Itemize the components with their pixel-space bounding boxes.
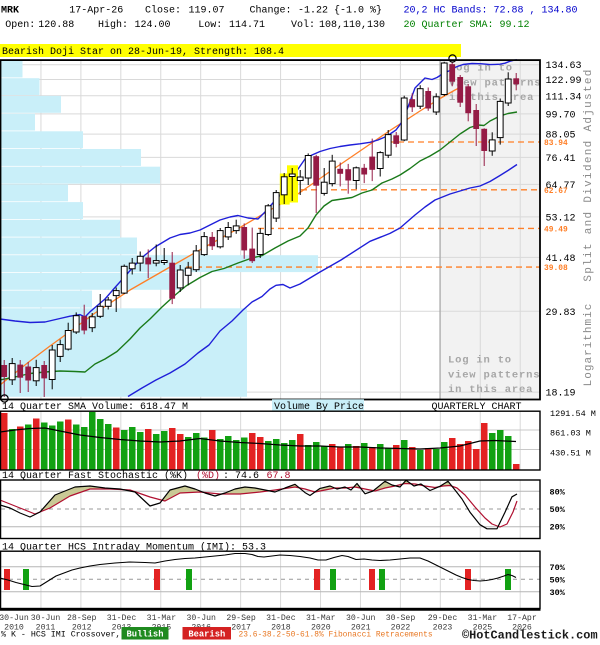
svg-text:Change:: Change:: [250, 5, 292, 17]
svg-text:31-Mar: 31-Mar: [147, 614, 177, 623]
svg-text:: 74.6: : 74.6: [223, 471, 259, 482]
svg-text:High:: High:: [98, 19, 128, 31]
svg-text:111.34: 111.34: [546, 92, 582, 103]
svg-text:Bearish Doji Star on 28-Jun-19: Bearish Doji Star on 28-Jun-19, Strength…: [2, 46, 284, 58]
svg-text:14 Quarter Fast Stochastic (%K: 14 Quarter Fast Stochastic (%K): [2, 470, 188, 482]
svg-text:Logarithmic: Logarithmic: [583, 303, 595, 387]
svg-text:29.83: 29.83: [546, 308, 576, 319]
svg-text:MRK: MRK: [1, 6, 19, 17]
svg-text:120.88: 120.88: [38, 20, 74, 31]
svg-text:2021: 2021: [351, 623, 371, 632]
svg-text:23.6-38.2-50-61.8% Fibonacci R: 23.6-38.2-50-61.8% Fibonacci Retracement…: [239, 631, 433, 640]
svg-text:31-Mar: 31-Mar: [306, 614, 336, 623]
svg-text:88.05: 88.05: [546, 131, 576, 142]
svg-text:2025: 2025: [473, 623, 493, 632]
svg-text:Low:: Low:: [198, 20, 222, 31]
svg-text:view patterns: view patterns: [448, 369, 540, 381]
svg-text:Vol:: Vol:: [291, 19, 315, 31]
svg-text:62.67: 62.67: [544, 187, 568, 196]
svg-text:QUARTERLY CHART: QUARTERLY CHART: [432, 402, 522, 413]
svg-text:50%: 50%: [550, 576, 566, 586]
svg-text:30-Jun: 30-Jun: [186, 614, 216, 623]
svg-text:-1.22: -1.22: [298, 6, 328, 17]
svg-text:2011: 2011: [36, 623, 56, 632]
svg-text:in this area: in this area: [448, 384, 533, 396]
svg-text:41.48: 41.48: [546, 254, 576, 265]
svg-text:430.51 M: 430.51 M: [550, 449, 591, 459]
svg-text:©HotCandlestick.com: ©HotCandlestick.com: [462, 629, 598, 641]
svg-text:2017: 2017: [231, 623, 251, 632]
svg-text:99.70: 99.70: [546, 110, 576, 121]
svg-text:2023: 2023: [433, 623, 453, 632]
svg-text:14 Quarter HCS Intraday Moment: 14 Quarter HCS Intraday Momentum (IMI): …: [2, 542, 266, 554]
svg-text:31-Dec: 31-Dec: [266, 614, 296, 623]
svg-text:83.94: 83.94: [544, 139, 568, 148]
svg-text:70%: 70%: [550, 563, 566, 573]
svg-text:67.8: 67.8: [267, 471, 291, 482]
svg-text:2022: 2022: [391, 623, 411, 632]
svg-text:Split and Dividend Adjusted: Split and Dividend Adjusted: [583, 68, 595, 281]
svg-text:2020: 2020: [311, 623, 331, 632]
svg-text:122.99: 122.99: [546, 76, 582, 87]
svg-text:124.00: 124.00: [135, 20, 171, 31]
svg-text:30-Jun: 30-Jun: [0, 614, 29, 623]
svg-text:31-Mar: 31-Mar: [468, 614, 498, 623]
svg-text:14 Quarter SMA Volume: 618.47: 14 Quarter SMA Volume: 618.47 M: [2, 401, 188, 413]
svg-text:30%: 30%: [550, 588, 566, 598]
svg-text:108,110,130: 108,110,130: [319, 20, 385, 31]
svg-text:28-Sep: 28-Sep: [67, 614, 97, 623]
svg-text:20,2 HC Bands: 72.88 , 134.80: 20,2 HC Bands: 72.88 , 134.80: [404, 5, 578, 17]
svg-text:% K - HCS IMI Crossover,: % K - HCS IMI Crossover,: [1, 631, 121, 640]
svg-text:861.03 M: 861.03 M: [550, 428, 591, 438]
svg-text:Close:: Close:: [145, 5, 181, 17]
svg-text:30-Sep: 30-Sep: [386, 614, 416, 623]
svg-text:29-Sep: 29-Sep: [226, 614, 256, 623]
svg-text:20 Quarter SMA: 99.12: 20 Quarter SMA: 99.12: [404, 20, 530, 31]
svg-text:17-Apr-26: 17-Apr-26: [69, 6, 123, 17]
svg-text:2026: 2026: [512, 623, 532, 632]
svg-text:Volume By Price: Volume By Price: [274, 401, 364, 413]
svg-text:2010: 2010: [4, 623, 24, 632]
svg-text:(%D): (%D): [196, 470, 220, 482]
svg-text:49.49: 49.49: [544, 225, 568, 234]
svg-text:39.08: 39.08: [544, 264, 568, 273]
svg-text:20%: 20%: [550, 523, 566, 533]
svg-text:Open:: Open:: [5, 20, 35, 31]
svg-text:50%: 50%: [550, 505, 566, 515]
svg-text:2018: 2018: [271, 623, 291, 632]
svg-text:119.07: 119.07: [189, 6, 225, 17]
svg-text:134.63: 134.63: [546, 61, 582, 72]
svg-text:114.71: 114.71: [229, 20, 265, 31]
svg-text:64.77: 64.77: [546, 181, 576, 192]
svg-text:Log in to: Log in to: [449, 63, 513, 75]
svg-text:30-Jun: 30-Jun: [346, 614, 376, 623]
svg-text:17-Apr: 17-Apr: [507, 614, 537, 623]
svg-text:Log in to: Log in to: [448, 355, 512, 367]
svg-text:53.12: 53.12: [546, 213, 576, 224]
svg-text:29-Dec: 29-Dec: [428, 614, 458, 623]
svg-text:80%: 80%: [550, 487, 566, 497]
svg-text:76.41: 76.41: [546, 154, 576, 165]
svg-text:30-Jun: 30-Jun: [31, 614, 61, 623]
svg-text:2012: 2012: [72, 623, 92, 632]
svg-text:{-1.0 %}: {-1.0 %}: [334, 5, 382, 17]
svg-text:18.19: 18.19: [546, 389, 576, 400]
svg-text:Bearish: Bearish: [188, 630, 225, 640]
svg-text:1291.54 M: 1291.54 M: [550, 409, 596, 419]
svg-text:Bullish: Bullish: [127, 630, 164, 640]
svg-text:31-Dec: 31-Dec: [107, 614, 137, 623]
